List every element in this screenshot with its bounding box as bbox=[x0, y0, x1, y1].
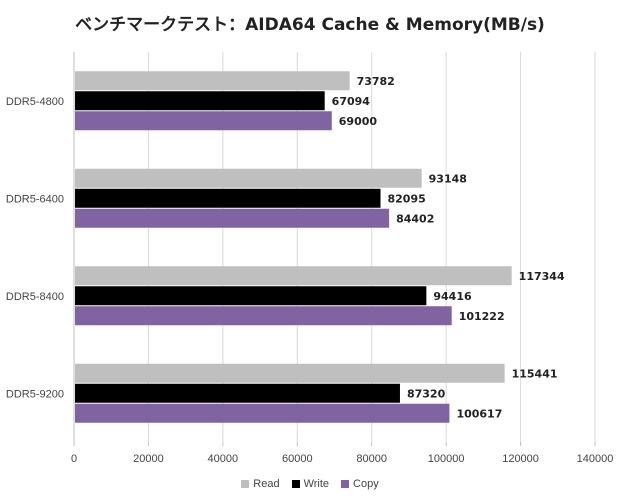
category-label-1: DDR5-6400 bbox=[6, 193, 64, 205]
data-label-write-2: 94416 bbox=[433, 290, 472, 303]
x-tick-label-2: 40000 bbox=[208, 453, 239, 465]
x-tick-label-0: 0 bbox=[71, 453, 77, 465]
bar-write-2 bbox=[75, 286, 427, 306]
x-tick-label-1: 20000 bbox=[133, 453, 164, 465]
data-label-read-2: 117344 bbox=[519, 270, 565, 283]
bar-write-0 bbox=[75, 91, 325, 111]
legend-label-copy: Copy bbox=[353, 478, 379, 490]
x-tick-label-6: 120000 bbox=[502, 453, 539, 465]
data-label-read-1: 93148 bbox=[429, 172, 467, 185]
bar-copy-0 bbox=[75, 111, 332, 131]
legend-swatch-write bbox=[291, 480, 300, 488]
data-label-copy-0: 69000 bbox=[339, 115, 378, 128]
category-label-3: DDR5-9200 bbox=[6, 388, 64, 400]
category-label-0: DDR5-4800 bbox=[6, 96, 64, 108]
bar-write-1 bbox=[75, 188, 381, 208]
bar-write-3 bbox=[75, 383, 400, 403]
x-tick-label-5: 100000 bbox=[428, 453, 465, 465]
x-tick-label-3: 60000 bbox=[282, 453, 313, 465]
data-label-copy-1: 84402 bbox=[396, 212, 434, 225]
chart-legend: Read Write Copy bbox=[0, 478, 620, 491]
x-tick-label-4: 80000 bbox=[356, 453, 387, 465]
legend-item-copy: Copy bbox=[341, 478, 379, 490]
bar-read-3 bbox=[75, 363, 505, 383]
data-label-copy-3: 100617 bbox=[456, 407, 502, 420]
legend-swatch-read bbox=[241, 480, 250, 488]
data-label-read-3: 115441 bbox=[512, 367, 558, 380]
data-label-write-0: 67094 bbox=[332, 95, 371, 108]
legend-swatch-copy bbox=[341, 480, 350, 488]
legend-item-write: Write bbox=[291, 478, 330, 490]
bar-read-2 bbox=[75, 266, 512, 286]
bar-copy-3 bbox=[75, 403, 450, 423]
data-label-copy-2: 101222 bbox=[459, 310, 505, 323]
bar-copy-1 bbox=[75, 208, 390, 228]
data-label-write-1: 82095 bbox=[388, 192, 426, 205]
legend-item-read: Read bbox=[241, 478, 280, 490]
data-label-read-0: 73782 bbox=[357, 75, 395, 88]
x-tick-label-7: 140000 bbox=[577, 453, 614, 465]
legend-label-write: Write bbox=[303, 478, 330, 490]
data-label-write-3: 87320 bbox=[407, 387, 446, 400]
bar-read-1 bbox=[75, 168, 422, 188]
legend-label-read: Read bbox=[253, 478, 280, 490]
category-label-2: DDR5-8400 bbox=[6, 291, 64, 303]
bar-read-0 bbox=[75, 71, 350, 91]
bar-copy-2 bbox=[75, 306, 452, 326]
chart-title: ベンチマークテスト：AIDA64 Cache & Memory(MB/s) bbox=[75, 15, 545, 35]
